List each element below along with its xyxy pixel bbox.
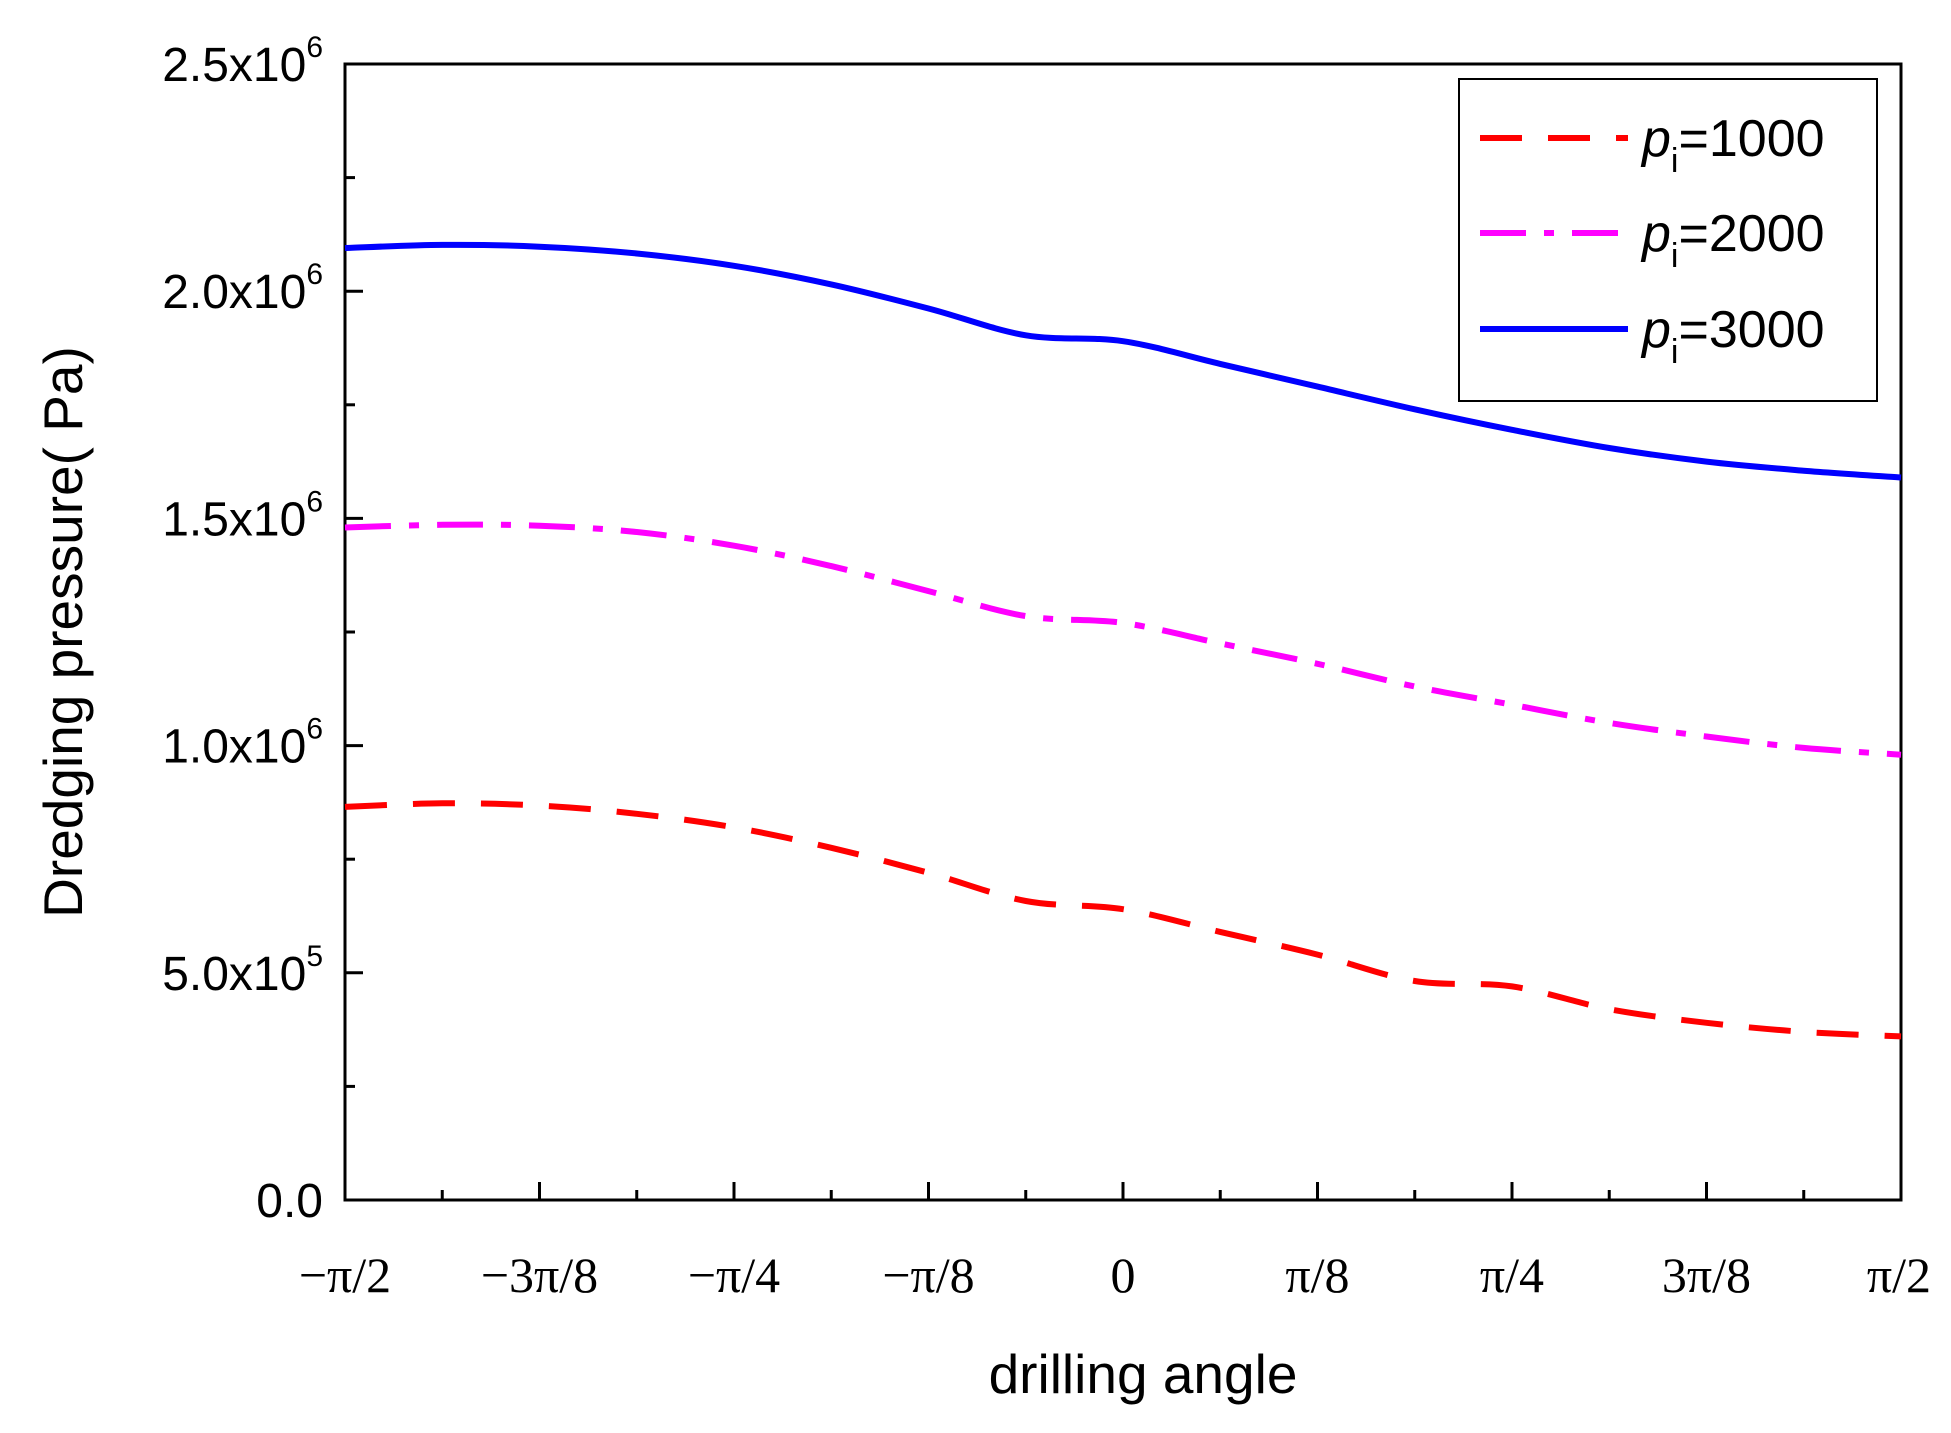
x-axis-ticks: −π/2 −3π/8 −π/4 −π/8 0 π/8 π/4 3π/8 π/2 (299, 1182, 1931, 1303)
x-tick-label: −π/4 (688, 1247, 780, 1303)
x-tick-label: −π/2 (299, 1247, 391, 1303)
legend-box (1458, 78, 1878, 402)
legend-label-1: pi=1000 (1640, 110, 1825, 180)
legend: pi=1000 pi=2000 pi=3000 (1458, 78, 1878, 402)
y-tick-label: 5.0x105 (162, 940, 323, 1001)
series-line-1 (344, 800, 1902, 1040)
series-line-2 (344, 521, 1902, 758)
legend-label-2: pi=2000 (1640, 205, 1825, 275)
y-axis-ticks: 0.0 5.0x105 1.0x106 1.5x106 2.0x106 2.5x106 (162, 31, 363, 1228)
x-tick-label: 0 (1111, 1247, 1136, 1303)
y-axis-title: Dredging pressure( Pa) (32, 346, 94, 918)
series-line-3 (344, 241, 1902, 481)
y-tick-label: 0.0 (256, 1175, 323, 1228)
x-tick-label: π/8 (1285, 1247, 1349, 1303)
y-tick-label: 2.5x106 (162, 31, 323, 92)
y-tick-label: 2.0x106 (162, 258, 323, 319)
x-tick-label: −π/8 (882, 1247, 974, 1303)
series-group (344, 241, 1902, 1040)
y-tick-label: 1.5x106 (162, 485, 323, 546)
y-tick-label: 1.0x106 (162, 713, 323, 774)
x-tick-label: π/4 (1480, 1247, 1544, 1303)
legend-label-3: pi=3000 (1640, 301, 1825, 371)
x-axis-title: drilling angle (989, 1343, 1298, 1405)
x-tick-label: −3π/8 (481, 1247, 598, 1303)
x-tick-label: π/2 (1867, 1247, 1931, 1303)
x-tick-label: 3π/8 (1662, 1247, 1751, 1303)
